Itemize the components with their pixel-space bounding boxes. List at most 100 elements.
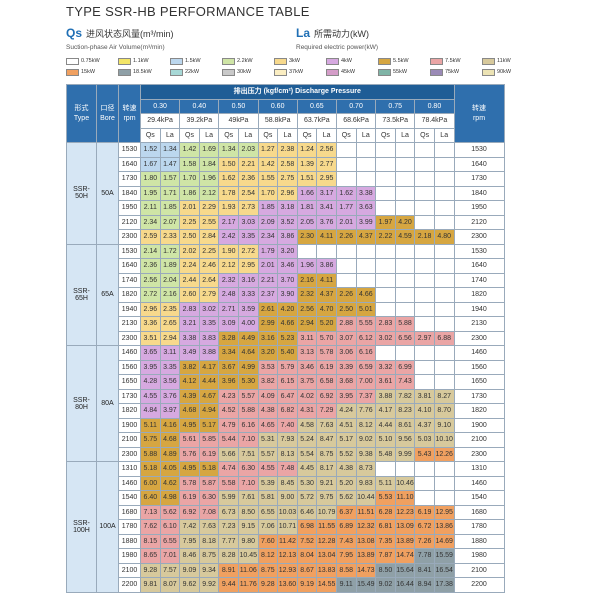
pressure-header: 排出压力 (kgf/cm²) Discharge Pressure (140, 84, 455, 100)
la-col-header: La (316, 127, 337, 143)
qs-value: 3.82 (179, 359, 200, 375)
table-row: 1820 2.72 2.16 2.60 2.79 2.48 3.33 2.37 3.90 2.32… (67, 287, 505, 303)
qs-value: 3.20 (257, 345, 279, 361)
qs-value: 3.07 (335, 330, 357, 346)
qs-value: 2.83 (179, 301, 200, 317)
qs-value: 1.93 (218, 200, 239, 216)
la-value: 6.99 (394, 359, 416, 375)
qs-value: 7.42 (179, 519, 200, 535)
qs-value: 6.92 (179, 504, 200, 520)
la-value: 11.55 (316, 519, 337, 535)
qs-value: 7.95 (335, 548, 357, 564)
qs-value: 4.38 (257, 403, 279, 419)
legend-item: 11kW (482, 56, 534, 66)
qs-value: 1.66 (296, 185, 318, 201)
legend-label: 1.1kW (133, 58, 149, 64)
la-value: 13.83 (316, 562, 337, 578)
la-value: 2.04 (159, 272, 181, 288)
legend-swatch (66, 68, 79, 76)
qs-value: 4.24 (335, 403, 357, 419)
qs-value (375, 156, 396, 172)
la-value: 3.35 (159, 359, 181, 375)
la-value: 7.43 (394, 374, 416, 390)
la-value (433, 359, 455, 375)
qs-value: 7.87 (375, 548, 396, 564)
qs-value: 1.50 (218, 156, 239, 172)
legend-swatch (482, 57, 495, 65)
rpm-value: 2300 (118, 330, 141, 346)
rpm-header-en: rpm (123, 114, 136, 122)
performance-table: 形式 Type 口径 Bore 转速 rpm 排出压力 (kgf/cm²) Discharg… (66, 84, 505, 593)
pressure-value: 0.40 (179, 98, 220, 114)
la-value: 3.18 (277, 200, 298, 216)
rpm-value: 1650 (118, 374, 141, 390)
qs-value: 4.37 (414, 417, 435, 433)
la-value (433, 272, 455, 288)
la-value: 6.16 (237, 417, 259, 433)
rpm-value-right: 2300 (453, 330, 505, 346)
qs-value: 2.50 (179, 229, 200, 245)
qs-value: 2.01 (257, 258, 279, 274)
table-row: 2300 5.88 4.89 5.76 6.19 5.66 7.51 5.57 8.13 5.54… (67, 446, 505, 462)
power-legend: 0.75kW 1.1kW 1.5kW 2.2kW 3kW 4kW 5.5kW 7.5kW 11k… (66, 56, 536, 78)
la-value: 3.76 (316, 214, 337, 230)
rpm-header: 转速 rpm (118, 84, 141, 143)
qs-value (414, 142, 435, 158)
rpm-value: 1640 (118, 156, 141, 172)
qs-value (335, 156, 357, 172)
kpa-value: 73.5kPa (375, 113, 416, 129)
rpm-value-right: 2100 (453, 562, 505, 578)
la-value: 4.66 (355, 287, 377, 303)
table-row: 1730 4.55 3.76 4.39 4.67 4.23 5.57 4.09 6.47 4.02… (67, 388, 505, 404)
la-value: 13.89 (355, 548, 377, 564)
la-value: 9.92 (198, 577, 220, 593)
la-value: 4.64 (237, 345, 259, 361)
la-value: 8.23 (394, 403, 416, 419)
rpm-value: 1950 (118, 200, 141, 216)
rpm-value-right: 2200 (453, 577, 505, 593)
la-value: 8.61 (394, 417, 416, 433)
la-value: 8.75 (198, 548, 220, 564)
qs-value: 5.43 (414, 446, 435, 462)
la-value: 4.00 (237, 316, 259, 332)
la-value: 7.93 (277, 432, 298, 448)
rpm-value: 2300 (118, 446, 141, 462)
la-value: 4.80 (433, 229, 455, 245)
qs-value: 1.39 (296, 156, 318, 172)
la-value: 5.87 (198, 475, 220, 491)
legend-swatch (482, 68, 495, 76)
qs-value: 4.31 (296, 403, 318, 419)
qs-value: 7.26 (414, 533, 435, 549)
la-value: 2.55 (198, 214, 220, 230)
la-value: 2.75 (277, 171, 298, 187)
kpa-value: 63.7kPa (296, 113, 337, 129)
qs-value: 1.97 (375, 214, 396, 230)
la-value: 6.16 (355, 345, 377, 361)
qs-value (414, 258, 435, 274)
la-value: 4.70 (316, 301, 337, 317)
la-value: 4.16 (159, 417, 181, 433)
la-value: 10.10 (433, 432, 455, 448)
rpm-value: 2100 (118, 432, 141, 448)
rpm-value-right: 1880 (453, 533, 505, 549)
qs-value: 4.84 (140, 403, 161, 419)
qs-value: 5.78 (179, 475, 200, 491)
model-type: SSR-100H (66, 461, 97, 593)
la-value: 7.08 (198, 504, 220, 520)
bore-header-en: Bore (100, 114, 115, 122)
qs-value: 1.86 (179, 185, 200, 201)
qs-value: 7.43 (335, 533, 357, 549)
la-value: 9.15 (237, 519, 259, 535)
rpm-value: 1460 (118, 475, 141, 491)
qs-value: 8.41 (414, 562, 435, 578)
qs-value: 9.28 (257, 577, 279, 593)
la-value: 4.68 (159, 432, 181, 448)
qs-value: 5.57 (257, 446, 279, 462)
qs-value: 2.72 (140, 287, 161, 303)
table-row: 1980 8.65 7.01 8.46 8.75 8.28 10.45 8.12 12.13 8.… (67, 548, 505, 564)
qs-value: 1.90 (218, 243, 239, 259)
qs-value: 2.36 (140, 258, 161, 274)
rpm-value-right: 2100 (453, 432, 505, 448)
legend-label: 15kW (81, 69, 96, 75)
legend-swatch (378, 57, 391, 65)
